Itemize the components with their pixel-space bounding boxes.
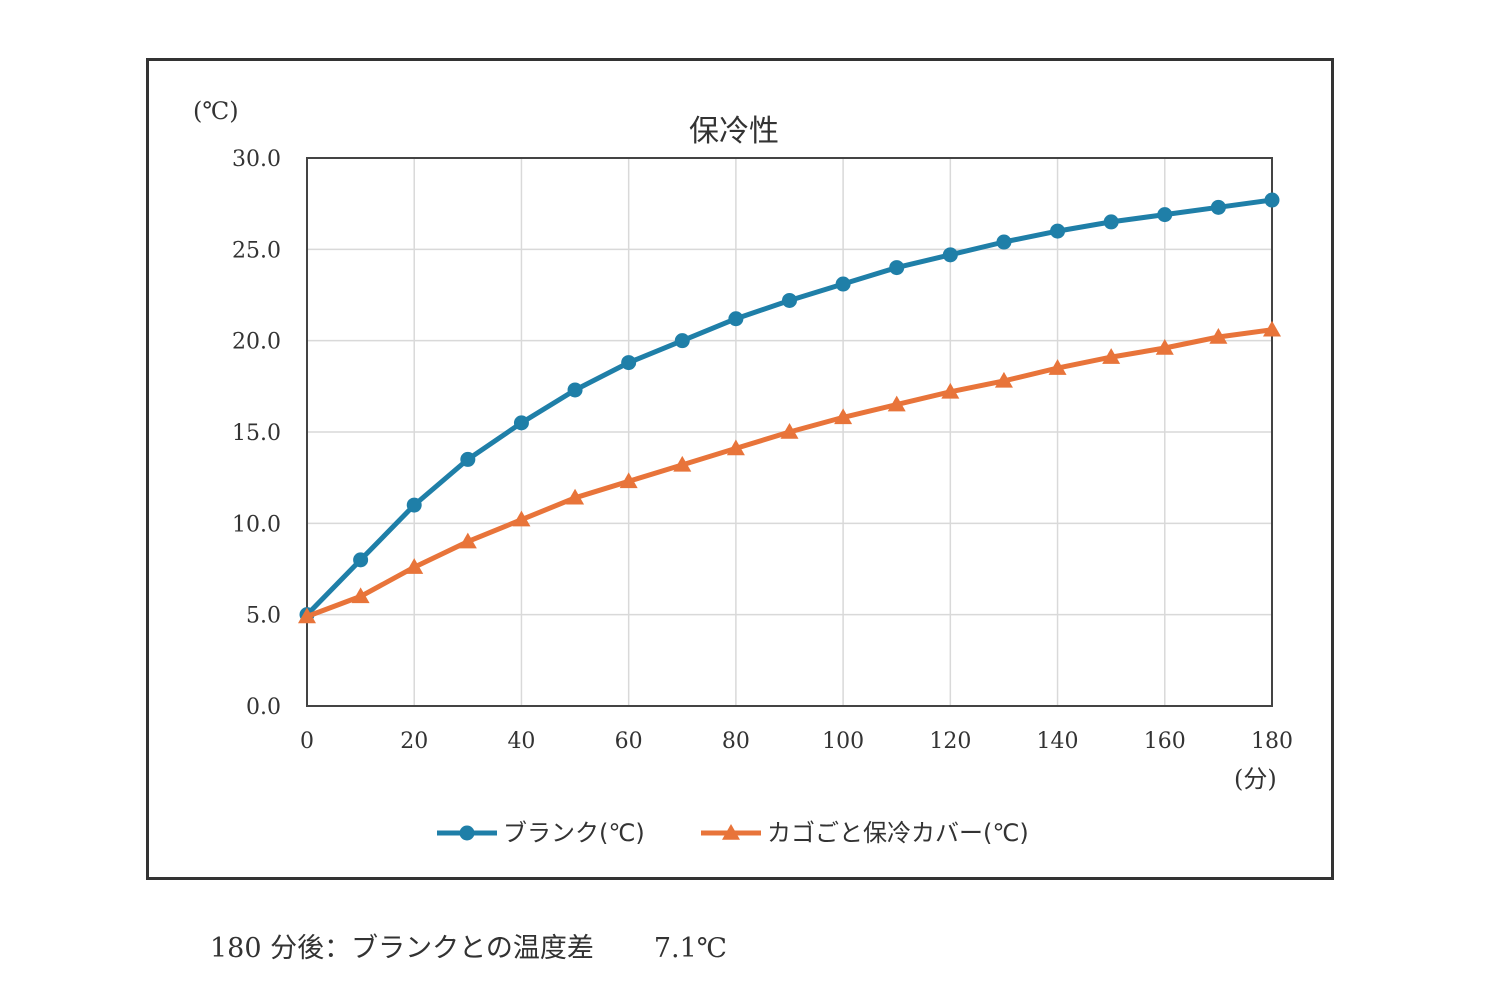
plot-area [306, 157, 1273, 707]
data-point [834, 408, 853, 425]
legend-label: カゴごと保冷カバー(℃) [767, 819, 1029, 847]
data-point [835, 276, 851, 292]
legend-item: ブランク(℃) [437, 819, 645, 847]
footnote: 180 分後：ブランクとの温度差 7.1℃ [210, 926, 727, 965]
data-point [458, 532, 477, 549]
data-point [889, 260, 905, 276]
data-point [1155, 338, 1174, 355]
y-tick-label: 25.0 [232, 238, 281, 263]
chart-title: 保冷性 [689, 114, 779, 149]
data-point [1048, 359, 1067, 375]
legend-marker [459, 825, 475, 841]
chart-frame: 0.0 5.0 10.0 15.0 20.0 25.0 30.0 0 20 40 60 80 100 1… [146, 58, 1334, 880]
x-tick-label: 80 [722, 729, 750, 754]
x-tick-label: 40 [507, 729, 535, 754]
data-point [513, 415, 529, 431]
data-point [994, 371, 1013, 388]
series-cover [298, 320, 1281, 624]
data-point [942, 247, 958, 263]
data-point [996, 234, 1012, 250]
data-point [512, 510, 531, 527]
data-point [726, 439, 745, 456]
legend-item: カゴごと保冷カバー(℃) [701, 819, 1029, 847]
y-tick-label: 15.0 [232, 421, 281, 446]
x-tick-label: 60 [615, 729, 643, 754]
y-tick-label: 30.0 [232, 147, 281, 172]
series-blank [299, 192, 1280, 623]
data-point [728, 311, 744, 327]
x-tick-label: 160 [1144, 729, 1186, 754]
grid [306, 157, 1273, 707]
data-point [1157, 207, 1173, 223]
data-point [460, 451, 476, 467]
data-point [406, 497, 422, 513]
data-point [673, 455, 692, 472]
series-layer [298, 192, 1281, 624]
data-point [782, 292, 797, 308]
x-tick-label: 140 [1037, 729, 1079, 754]
data-point [674, 333, 690, 349]
data-point [405, 558, 424, 574]
footnote-label: 180 分後：ブランクとの温度差 [210, 933, 594, 964]
chart: 0.0 5.0 10.0 15.0 20.0 25.0 30.0 0 20 40 60 80 100 1… [193, 97, 1293, 847]
data-point [780, 423, 799, 439]
data-point [353, 552, 369, 568]
data-point [1264, 192, 1280, 208]
x-tick-label: 120 [929, 729, 971, 754]
data-point [1210, 199, 1226, 215]
series-line [305, 197, 1273, 617]
legend-label: ブランク(℃) [503, 819, 645, 847]
data-point [298, 607, 316, 624]
y-tick-label: 10.0 [232, 512, 281, 537]
data-point [887, 395, 906, 412]
data-point [567, 382, 583, 398]
x-axis-ticks: 0 20 40 60 80 100 120 140 160 180 [300, 729, 1293, 754]
data-point [1209, 328, 1228, 344]
data-point [1103, 214, 1119, 230]
data-point [619, 472, 638, 489]
y-tick-label: 0.0 [246, 695, 281, 720]
x-tick-label: 20 [400, 729, 428, 754]
legend: ブランク(℃) カゴごと保冷カバー(℃) [437, 819, 1029, 847]
footnote-value: 7.1℃ [653, 933, 728, 964]
data-point [566, 488, 585, 505]
data-point [621, 355, 637, 371]
data-point [1050, 223, 1066, 239]
data-point [1263, 320, 1281, 337]
y-tick-label: 5.0 [246, 604, 281, 629]
data-point [351, 587, 370, 604]
x-tick-label: 0 [300, 729, 314, 754]
data-point [1102, 348, 1121, 364]
legend-marker [722, 824, 740, 840]
y-axis-ticks: 0.0 5.0 10.0 15.0 20.0 25.0 30.0 [232, 147, 281, 720]
x-tick-label: 100 [822, 729, 864, 754]
y-axis-label: (℃) [193, 97, 239, 125]
data-point [941, 382, 960, 399]
x-axis-label: (分) [1234, 765, 1277, 793]
y-tick-label: 20.0 [232, 330, 281, 355]
x-tick-label: 180 [1251, 729, 1293, 754]
